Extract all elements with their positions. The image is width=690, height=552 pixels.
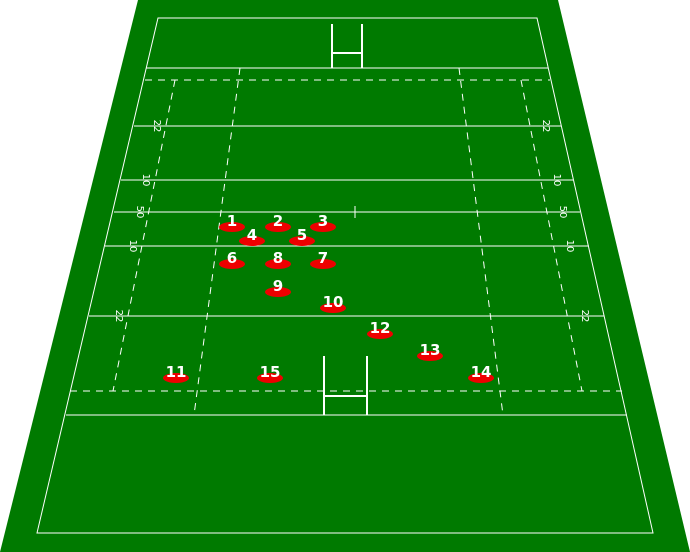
- player-marker: [320, 303, 346, 313]
- marking-22-top-right: 22: [540, 120, 551, 133]
- player-marker: [310, 222, 336, 232]
- player-4: 4: [239, 226, 265, 246]
- player-marker: [265, 259, 291, 269]
- player-11: 11: [163, 363, 189, 383]
- fifteen-metre-dash-right: [458, 67, 504, 416]
- player-10: 10: [320, 293, 346, 313]
- player-number: 14: [471, 363, 492, 381]
- player-number: 1: [227, 212, 237, 230]
- player-5: 5: [289, 226, 315, 246]
- player-marker: [265, 287, 291, 297]
- marking-22-top-left: 22: [151, 120, 162, 133]
- marking-10-top-left: 10: [140, 174, 151, 187]
- goal-posts-bottom: [323, 356, 368, 415]
- player-number: 8: [273, 249, 283, 267]
- player-6: 6: [219, 249, 245, 269]
- player-14: 14: [468, 363, 494, 383]
- player-marker: [289, 236, 315, 246]
- five-metre-touch-dash-left: [112, 79, 176, 392]
- player-7: 7: [310, 249, 336, 269]
- player-marker: [417, 351, 443, 361]
- marking-10-top-right: 10: [551, 174, 562, 187]
- player-13: 13: [417, 341, 443, 361]
- marking-10-bottom-left: 10: [127, 240, 138, 253]
- player-marker: [310, 259, 336, 269]
- marking-50-left: 50: [134, 206, 145, 219]
- player-number: 7: [318, 249, 328, 267]
- marking-50-right: 50: [557, 206, 568, 219]
- marking-10-bottom-right: 10: [564, 240, 575, 253]
- player-marker: [163, 373, 189, 383]
- boundary-line: [36, 17, 654, 534]
- marking-22-bottom-right: 22: [579, 310, 590, 323]
- player-12: 12: [367, 319, 393, 339]
- player-number: 5: [297, 226, 307, 244]
- player-marker: [468, 373, 494, 383]
- player-number: 2: [273, 212, 283, 230]
- player-3: 3: [310, 212, 336, 232]
- player-number: 4: [247, 226, 257, 244]
- player-8: 8: [265, 249, 291, 269]
- player-9: 9: [265, 277, 291, 297]
- player-number: 3: [318, 212, 328, 230]
- player-marker: [219, 222, 245, 232]
- player-number: 12: [370, 319, 391, 337]
- player-marker: [219, 259, 245, 269]
- player-number: 6: [227, 249, 237, 267]
- fifteen-metre-dash-left: [193, 67, 241, 416]
- five-metre-touch-dash-right: [520, 79, 583, 392]
- player-marker: [239, 236, 265, 246]
- player-marker: [367, 329, 393, 339]
- goal-posts-top: [331, 24, 363, 68]
- player-15: 15: [257, 363, 283, 383]
- player-number: 15: [260, 363, 281, 381]
- player-number: 9: [273, 277, 283, 295]
- player-number: 11: [166, 363, 187, 381]
- player-number: 13: [420, 341, 441, 359]
- player-marker: [265, 222, 291, 232]
- marking-22-bottom-left: 22: [113, 310, 124, 323]
- player-2: 2: [265, 212, 291, 232]
- player-1: 1: [219, 212, 245, 232]
- player-marker: [257, 373, 283, 383]
- player-number: 10: [323, 293, 344, 311]
